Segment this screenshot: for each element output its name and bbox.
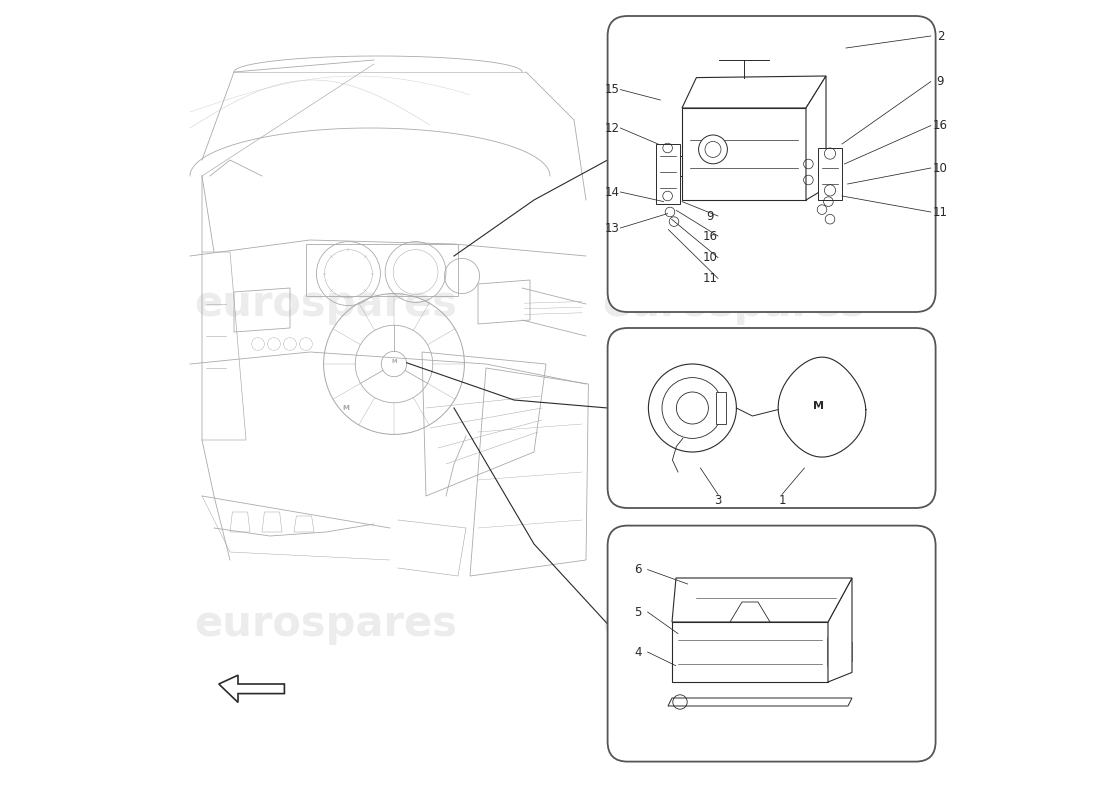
Circle shape — [648, 364, 736, 452]
Text: M: M — [342, 405, 350, 411]
Polygon shape — [680, 156, 818, 176]
Polygon shape — [672, 578, 852, 622]
Text: eurospares: eurospares — [195, 283, 458, 325]
Polygon shape — [828, 638, 852, 666]
Polygon shape — [716, 392, 726, 424]
Polygon shape — [672, 622, 828, 682]
Polygon shape — [656, 144, 680, 204]
Polygon shape — [828, 578, 852, 682]
Text: 6: 6 — [635, 563, 641, 576]
Text: 16: 16 — [703, 230, 717, 242]
Text: 16: 16 — [933, 119, 948, 132]
Text: eurospares: eurospares — [603, 603, 866, 645]
Text: 1: 1 — [779, 494, 785, 507]
Polygon shape — [682, 76, 826, 108]
Circle shape — [705, 142, 720, 158]
Circle shape — [698, 135, 727, 164]
Text: 3: 3 — [714, 494, 722, 507]
Text: 13: 13 — [605, 222, 619, 234]
Text: eurospares: eurospares — [195, 603, 458, 645]
Text: 2: 2 — [936, 30, 944, 42]
Text: 11: 11 — [933, 206, 948, 218]
Text: 11: 11 — [703, 272, 717, 285]
FancyBboxPatch shape — [607, 526, 936, 762]
Text: 4: 4 — [635, 646, 641, 658]
Text: 14: 14 — [605, 186, 620, 198]
Text: 9: 9 — [936, 75, 944, 88]
Text: 10: 10 — [933, 162, 948, 174]
Text: 9: 9 — [706, 210, 714, 222]
Polygon shape — [219, 675, 285, 702]
Polygon shape — [818, 148, 842, 200]
Polygon shape — [682, 108, 806, 200]
FancyBboxPatch shape — [607, 328, 936, 508]
Text: 15: 15 — [605, 83, 619, 96]
Text: M: M — [392, 359, 397, 364]
FancyBboxPatch shape — [607, 16, 936, 312]
Text: 5: 5 — [635, 606, 641, 618]
Polygon shape — [806, 76, 826, 200]
Text: eurospares: eurospares — [603, 283, 866, 325]
Text: M: M — [813, 401, 824, 410]
Text: 12: 12 — [605, 122, 620, 134]
Polygon shape — [668, 698, 852, 706]
Text: 10: 10 — [703, 251, 717, 264]
